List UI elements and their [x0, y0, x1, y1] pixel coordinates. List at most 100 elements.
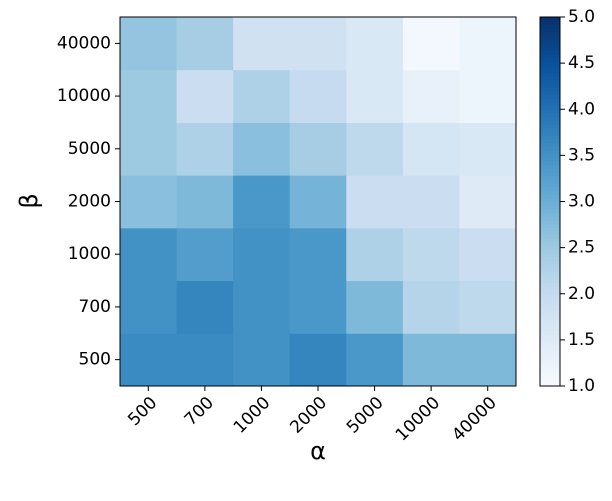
- colorbar-segment: [540, 17, 560, 22]
- heatmap-cell: [120, 175, 178, 229]
- colorbar-tick-label: 2.0: [568, 284, 595, 304]
- heatmap-cell: [176, 175, 234, 229]
- x-tick-label: 10000: [392, 393, 444, 445]
- colorbar-segment: [540, 149, 560, 155]
- colorbar-tick-label: 4.0: [568, 99, 595, 119]
- colorbar-segment: [540, 153, 560, 158]
- heatmap-cell: [233, 227, 291, 282]
- heatmap-cell: [120, 122, 178, 176]
- colorbar-segment: [540, 90, 560, 95]
- heatmap-cell: [289, 17, 347, 71]
- colorbar-segment: [540, 64, 560, 70]
- colorbar-segment: [540, 146, 560, 151]
- heatmap-cell: [120, 17, 178, 71]
- heatmap-cell: [402, 69, 460, 123]
- heatmap-cell: [346, 122, 404, 176]
- colorbar-segment: [540, 212, 560, 217]
- colorbar-segment: [540, 271, 560, 276]
- colorbar-segment: [540, 83, 560, 88]
- colorbar-segment: [540, 319, 560, 324]
- heatmap-cell: [289, 69, 347, 123]
- colorbar-segment: [540, 183, 560, 188]
- heatmap-cell: [120, 280, 178, 334]
- colorbar-segment: [540, 231, 560, 236]
- heatmap-cell: [459, 17, 517, 71]
- heatmap-cell: [176, 280, 234, 334]
- colorbar-segment: [540, 341, 560, 346]
- heatmap-cell: [176, 227, 234, 282]
- colorbar-segment: [540, 352, 560, 357]
- colorbar-segment: [540, 79, 560, 84]
- x-tick-label: 40000: [448, 393, 500, 445]
- colorbar-segment: [540, 208, 560, 214]
- colorbar-segment: [540, 349, 560, 354]
- colorbar-segment: [540, 94, 560, 99]
- colorbar-segment: [540, 105, 560, 110]
- heatmap-cell: [346, 175, 404, 229]
- colorbar-segment: [540, 338, 560, 343]
- colorbar-segment: [540, 124, 560, 129]
- colorbar-segment: [540, 116, 560, 121]
- heatmap-cell: [346, 227, 404, 282]
- colorbar-segment: [540, 360, 560, 365]
- colorbar-segment: [540, 35, 560, 40]
- x-tick-label: 1000: [230, 393, 275, 438]
- colorbar-segment: [540, 371, 560, 376]
- colorbar-segment: [540, 238, 560, 243]
- colorbar-tick-label: 1.0: [568, 376, 595, 396]
- colorbar-segment: [540, 112, 560, 118]
- colorbar-segment: [540, 157, 560, 162]
- heatmap-cell: [289, 333, 347, 387]
- heatmap-cell: [459, 122, 517, 176]
- x-tick-label: 5000: [343, 393, 388, 438]
- colorbar-segment: [540, 219, 560, 225]
- y-tick-label: 5000: [68, 139, 111, 159]
- colorbar-segment: [540, 179, 560, 184]
- colorbar-segment: [540, 330, 560, 335]
- colorbar-segment: [540, 53, 560, 59]
- colorbar-segment: [540, 356, 560, 361]
- colorbar-tick-label: 5.0: [568, 7, 595, 27]
- y-tick-label: 500: [79, 350, 111, 370]
- colorbar-segment: [540, 186, 560, 191]
- colorbar-segment: [540, 31, 560, 36]
- colorbar-segment: [540, 308, 560, 313]
- heatmap-cell: [402, 17, 460, 71]
- colorbar-segment: [540, 326, 560, 332]
- heatmap-cell: [176, 17, 234, 71]
- colorbar-segment: [540, 286, 560, 291]
- heatmap-cell: [289, 175, 347, 229]
- x-tick-label: 500: [124, 393, 161, 430]
- x-axis-label: α: [310, 437, 326, 465]
- colorbar-segment: [540, 245, 560, 250]
- colorbar-segment: [540, 39, 560, 44]
- colorbar-segment: [540, 175, 560, 180]
- colorbar-segment: [540, 46, 560, 51]
- colorbar-segment: [540, 98, 560, 103]
- colorbar-segment: [540, 109, 560, 114]
- heatmap-cell: [459, 280, 517, 334]
- colorbar-segment: [540, 293, 560, 298]
- heatmap-cell: [459, 227, 517, 282]
- heatmap-cell: [233, 280, 291, 334]
- heatmap-cell: [459, 175, 517, 229]
- colorbar-segment: [540, 101, 560, 107]
- colorbar-segment: [540, 363, 560, 369]
- colorbar-segment: [540, 223, 560, 228]
- colorbar-segment: [540, 201, 560, 206]
- colorbar-segment: [540, 61, 560, 66]
- y-tick-label: 2000: [68, 192, 111, 212]
- colorbar-segment: [540, 138, 560, 143]
- y-tick-label: 700: [79, 297, 111, 317]
- colorbar-segment: [540, 205, 560, 210]
- colorbar-segment: [540, 76, 560, 81]
- heatmap-cell: [120, 69, 178, 123]
- colorbar-segment: [540, 374, 560, 380]
- heatmap-cell: [459, 69, 517, 123]
- heatmap-cell: [402, 280, 460, 334]
- colorbar-segment: [540, 171, 560, 177]
- y-tick-label: 1000: [68, 244, 111, 264]
- colorbar-segment: [540, 216, 560, 221]
- colorbar-segment: [540, 297, 560, 302]
- colorbar-segment: [540, 50, 560, 55]
